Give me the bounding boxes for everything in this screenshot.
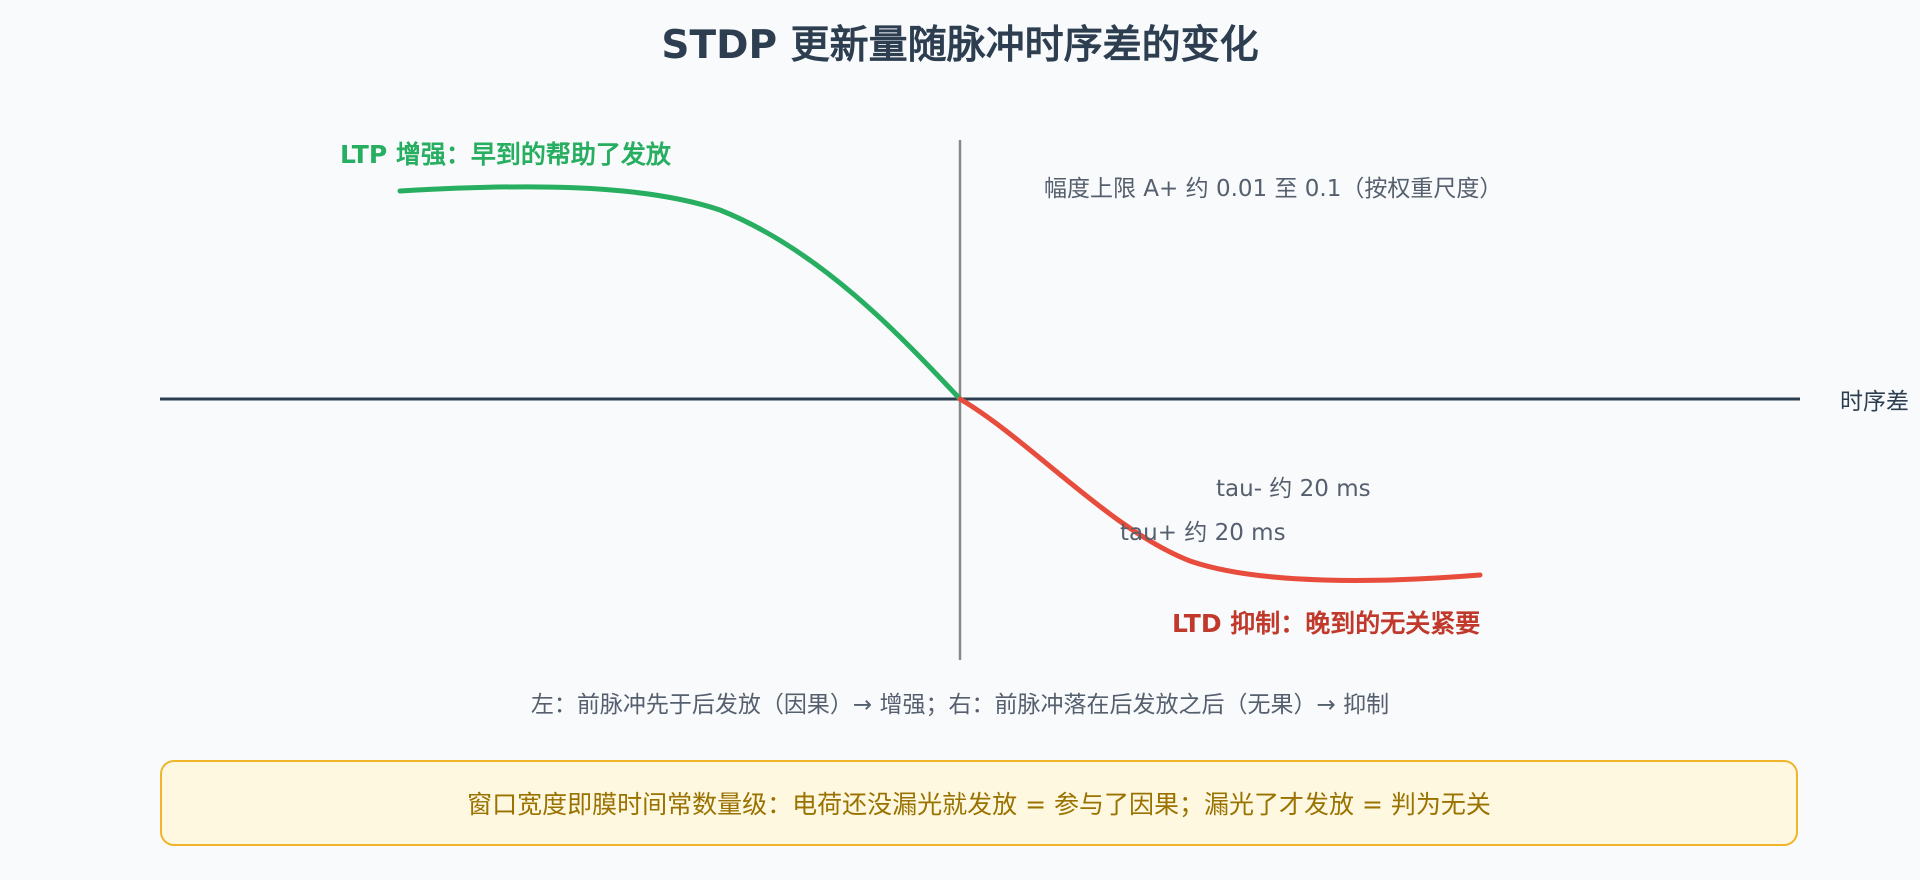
ltp-curve (397, 184, 963, 402)
page-title: STDP 更新量随脉冲时序差的变化 (661, 23, 1259, 68)
ltd-curve (957, 396, 1483, 583)
note-text: 窗口宽度即膜时间常数量级：电荷还没漏光就发放 = 参与了因果；漏光了才发放 = … (467, 790, 1491, 819)
x-axis-label: 时序差 (1840, 389, 1909, 415)
amplitude-annotation: 幅度上限 A+ 约 0.01 至 0.1（按权重尺度） (1044, 176, 1502, 202)
ltp-label: LTP 增强：早到的帮助了发放 (340, 140, 672, 169)
note-box: 窗口宽度即膜时间常数量级：电荷还没漏光就发放 = 参与了因果；漏光了才发放 = … (160, 760, 1798, 846)
tau-plus-annotation: tau+ 约 20 ms (1120, 520, 1286, 546)
ltd-label: LTD 抑制：晚到的无关紧要 (1172, 609, 1480, 638)
caption: 左：前脉冲先于后发放（因果）→ 增强；右：前脉冲落在后发放之后（无果）→ 抑制 (531, 692, 1389, 718)
tau-minus-annotation: tau- 约 20 ms (1216, 476, 1371, 502)
